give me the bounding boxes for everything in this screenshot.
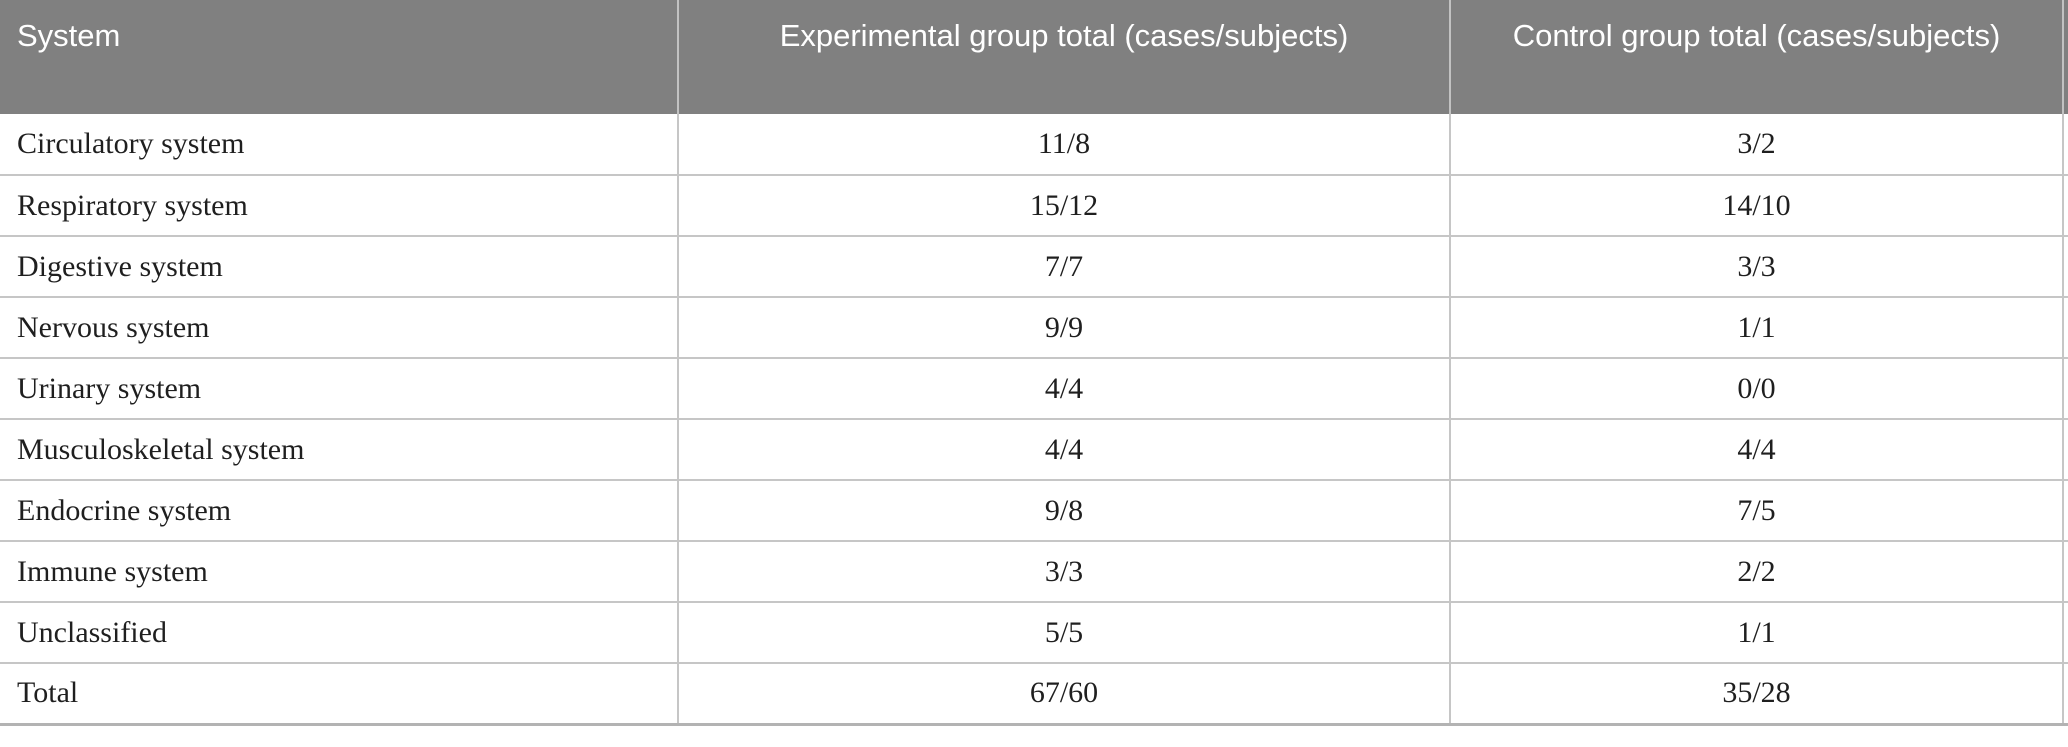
control-cell: 1/1 (1450, 297, 2064, 359)
table-edge-spacer (2063, 663, 2068, 726)
experimental-cell: 4/4 (678, 358, 1451, 420)
system-cell: Circulatory system (0, 114, 679, 176)
experimental-cell: 5/5 (678, 602, 1451, 664)
table-row: Respiratory system 15/12 14/10 (0, 175, 2068, 237)
system-cell: Immune system (0, 541, 679, 603)
control-cell: 4/4 (1450, 419, 2064, 481)
experimental-cell: 15/12 (678, 175, 1451, 237)
system-cell: Unclassified (0, 602, 679, 664)
table-row: Immune system 3/3 2/2 (0, 541, 2068, 603)
system-cell: Digestive system (0, 236, 679, 298)
column-header-experimental: Experimental group total (cases/subjects… (678, 0, 1451, 114)
system-cell: Total (0, 663, 679, 726)
table-row: Unclassified 5/5 1/1 (0, 602, 2068, 664)
table-edge-spacer (2063, 602, 2068, 664)
results-table: System Experimental group total (cases/s… (0, 0, 2068, 726)
control-cell: 3/3 (1450, 236, 2064, 298)
table-row: Circulatory system 11/8 3/2 (0, 114, 2068, 176)
system-cell: Nervous system (0, 297, 679, 359)
experimental-cell: 3/3 (678, 541, 1451, 603)
experimental-cell: 67/60 (678, 663, 1451, 726)
control-cell: 2/2 (1450, 541, 2064, 603)
column-header-control: Control group total (cases/subjects) (1450, 0, 2064, 114)
table-row: Nervous system 9/9 1/1 (0, 297, 2068, 359)
table-row: Urinary system 4/4 0/0 (0, 358, 2068, 420)
table-edge-spacer (2063, 541, 2068, 603)
control-cell: 35/28 (1450, 663, 2064, 726)
control-cell: 0/0 (1450, 358, 2064, 420)
table-edge-spacer (2063, 0, 2068, 114)
experimental-cell: 11/8 (678, 114, 1451, 176)
table-row-total: Total 67/60 35/28 (0, 663, 2068, 726)
experimental-cell: 7/7 (678, 236, 1451, 298)
header-row: System Experimental group total (cases/s… (0, 0, 2068, 114)
table-edge-spacer (2063, 358, 2068, 420)
system-cell: Urinary system (0, 358, 679, 420)
table-row: Musculoskeletal system 4/4 4/4 (0, 419, 2068, 481)
control-cell: 7/5 (1450, 480, 2064, 542)
experimental-cell: 9/8 (678, 480, 1451, 542)
table-edge-spacer (2063, 419, 2068, 481)
table-edge-spacer (2063, 175, 2068, 237)
column-header-system: System (0, 0, 679, 114)
control-cell: 3/2 (1450, 114, 2064, 176)
system-cell: Musculoskeletal system (0, 419, 679, 481)
table-row: Digestive system 7/7 3/3 (0, 236, 2068, 298)
system-cell: Respiratory system (0, 175, 679, 237)
control-cell: 1/1 (1450, 602, 2064, 664)
control-cell: 14/10 (1450, 175, 2064, 237)
table-edge-spacer (2063, 480, 2068, 542)
system-cell: Endocrine system (0, 480, 679, 542)
table-edge-spacer (2063, 297, 2068, 359)
experimental-cell: 4/4 (678, 419, 1451, 481)
table-edge-spacer (2063, 114, 2068, 176)
experimental-cell: 9/9 (678, 297, 1451, 359)
table-edge-spacer (2063, 236, 2068, 298)
table-row: Endocrine system 9/8 7/5 (0, 480, 2068, 542)
